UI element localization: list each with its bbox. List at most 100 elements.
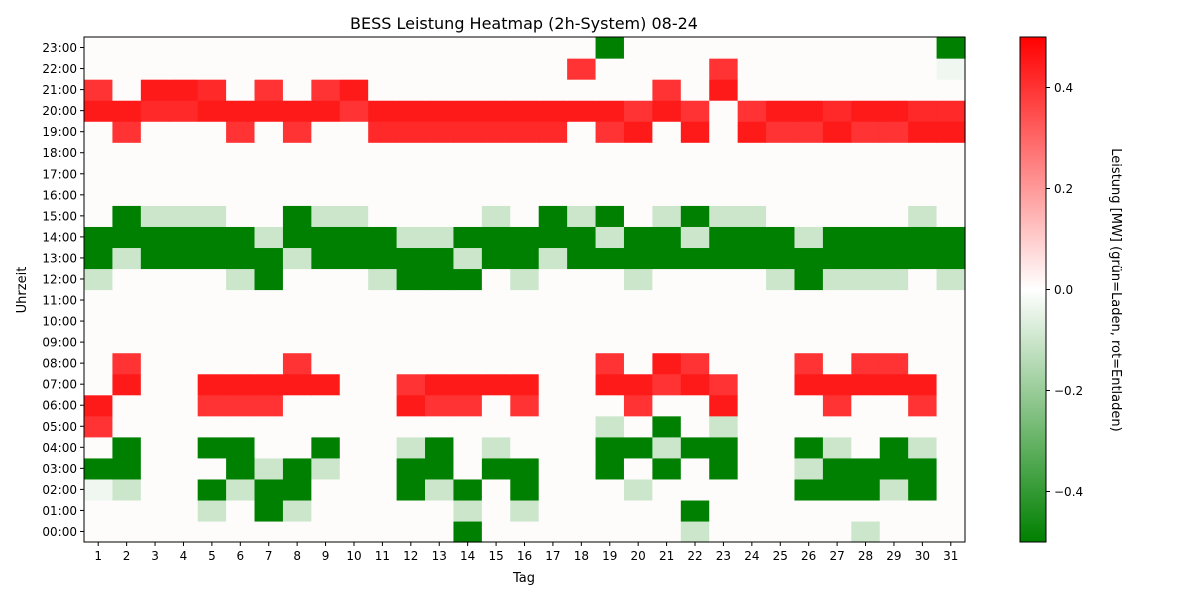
heatmap-cell [425,331,455,354]
heatmap-cell [538,247,568,270]
heatmap-cell [84,331,114,354]
heatmap-cell [879,310,909,333]
heatmap-cell [339,247,369,270]
heatmap-cell [510,184,540,206]
heatmap-cell [766,478,796,501]
heatmap-cell [112,289,142,312]
heatmap-cell [84,121,114,143]
x-tick-label: 18 [574,549,589,563]
heatmap-cell [254,226,284,249]
heatmap-cell [794,79,824,101]
heatmap-cell [197,247,227,270]
heatmap-cell [680,415,710,438]
heatmap-cell [453,184,483,206]
y-tick-label: 20:00 [42,104,77,118]
heatmap-cell [737,289,767,312]
heatmap-cell [822,394,852,417]
heatmap-cell [339,352,369,375]
heatmap-cell [481,205,511,227]
heatmap-cell [595,247,625,270]
heatmap-cell [254,352,284,375]
heatmap-cell [226,142,256,164]
heatmap-cell [140,142,170,164]
heatmap-cell [368,457,398,480]
heatmap-cell [226,520,256,543]
heatmap-cell [339,184,369,206]
heatmap-cell [567,457,597,480]
heatmap-cell [737,121,767,143]
heatmap-cell [652,163,682,185]
heatmap-cell [879,79,909,101]
heatmap-cell [822,163,852,185]
heatmap-cell [680,436,710,459]
heatmap-cell [254,247,284,270]
x-axis-label: Tag [512,571,535,586]
heatmap-cell [282,247,312,270]
heatmap-cell [368,520,398,543]
heatmap-cell [368,163,398,185]
heatmap-cell [453,37,483,59]
y-tick-label: 23:00 [42,41,77,55]
x-tick-label: 26 [801,549,816,563]
heatmap-cell [652,331,682,354]
heatmap-cell [538,352,568,375]
heatmap-cell [453,310,483,333]
heatmap-cell [510,100,540,122]
heatmap-cell [709,499,739,522]
heatmap-cell [254,268,284,291]
heatmap-cell [879,184,909,206]
heatmap-cell [510,331,540,354]
heatmap-cell [481,331,511,354]
y-tick-label: 17:00 [42,167,77,181]
heatmap-cell [368,247,398,270]
heatmap-cell [169,394,199,417]
heatmap-cell [851,247,881,270]
heatmap-cell [453,457,483,480]
y-tick-label: 08:00 [42,357,77,371]
heatmap-cell [339,373,369,396]
heatmap-cell [936,247,966,270]
x-axis-ticks: 1 2 3 4 5 6 7 8 9 10 11 12 13 14 15 16 17 18 19 20 21 22 23 24 2… [94,542,958,563]
heatmap-cell [623,352,653,375]
heatmap-cell [396,79,426,101]
heatmap-cell [936,436,966,459]
heatmap-cell [652,79,682,101]
x-tick-label: 16 [517,549,532,563]
heatmap-cell [822,100,852,122]
heatmap-cell [936,331,966,354]
heatmap-cell [567,142,597,164]
heatmap-cell [112,457,142,480]
heatmap-cell [339,394,369,417]
heatmap-cell [652,499,682,522]
heatmap-cell [595,163,625,185]
heatmap-cell [623,457,653,480]
heatmap-cell [737,58,767,80]
heatmap-cell [140,478,170,501]
heatmap-cell [538,457,568,480]
heatmap-cell [538,373,568,396]
heatmap-cell [794,373,824,396]
heatmap-cell [766,373,796,396]
heatmap-cell [254,37,284,59]
heatmap-cell [84,436,114,459]
heatmap-cell [226,37,256,59]
heatmap-cell [766,436,796,459]
heatmap-cell [197,226,227,249]
heatmap-cell [396,289,426,312]
heatmap-cell [425,289,455,312]
heatmap-cell [737,478,767,501]
x-tick-label: 7 [265,549,273,563]
heatmap-cell [538,478,568,501]
heatmap-cell [226,331,256,354]
heatmap-cell [425,499,455,522]
heatmap-cell [680,142,710,164]
heatmap-cell [254,520,284,543]
heatmap-cell [908,415,938,438]
heatmap-cell [396,499,426,522]
heatmap-cell [851,499,881,522]
heatmap-cell [794,247,824,270]
x-tick-label: 21 [659,549,674,563]
heatmap-cell [169,58,199,80]
heatmap-cell [197,100,227,122]
heatmap-cell [538,289,568,312]
